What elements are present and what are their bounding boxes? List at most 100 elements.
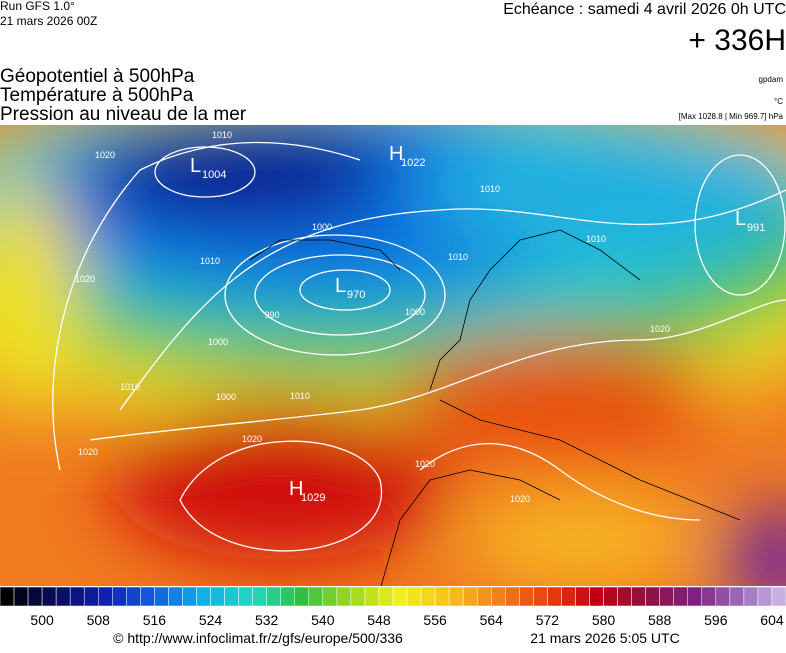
colorbar-cell bbox=[505, 586, 520, 607]
colorbar-tick-label: 524 bbox=[199, 612, 223, 628]
colorbar-cell bbox=[673, 586, 689, 607]
colorbar-cell bbox=[154, 586, 169, 607]
center-letter: H bbox=[289, 478, 303, 500]
colorbar-cell bbox=[210, 586, 225, 607]
colorbar-tick-label: 588 bbox=[648, 612, 672, 628]
colorbar-cell bbox=[434, 586, 450, 607]
colorbar-tick-label: 500 bbox=[30, 612, 54, 628]
center-value: 1022 bbox=[401, 157, 425, 169]
colorbar-cell bbox=[448, 586, 464, 607]
colorbar-cell bbox=[140, 586, 155, 607]
isobar-label: 1010 bbox=[290, 391, 310, 401]
colorbar-cell bbox=[715, 586, 731, 607]
echeance: Echéance : samedi 4 avril 2026 0h UTC bbox=[503, 1, 786, 18]
colorbar-cell bbox=[266, 586, 281, 607]
colorbar-cell bbox=[561, 586, 576, 607]
colorbar-tick-label: 596 bbox=[704, 612, 728, 628]
isobars bbox=[52, 141, 786, 552]
colorbar-cell bbox=[69, 586, 85, 607]
colorbar-cell bbox=[701, 586, 717, 607]
unit: gpdam bbox=[759, 75, 784, 84]
pressure-center: L 991 bbox=[735, 208, 765, 234]
pressure-range: [Max 1028.8 | Min 969.7] hPa bbox=[679, 112, 784, 121]
center-value: 991 bbox=[747, 222, 765, 234]
colorbar-tick-label: 532 bbox=[255, 612, 279, 628]
source: © http://www.infoclimat.fr/z/gfs/europe/… bbox=[113, 630, 403, 646]
colorbar-tick-label: 604 bbox=[760, 612, 784, 628]
isobar-label: 1000 bbox=[216, 392, 236, 402]
colorbar-cell bbox=[575, 586, 590, 607]
colorbar-cell bbox=[729, 586, 745, 607]
isobar-label: 1000 bbox=[208, 337, 228, 347]
colorbar-cell bbox=[462, 586, 478, 607]
center-letter: H bbox=[389, 143, 403, 165]
colorbar-cell bbox=[182, 586, 197, 607]
colorbar-tick-label: 548 bbox=[367, 612, 391, 628]
colorbar-cell bbox=[589, 586, 604, 607]
center-letter: L bbox=[335, 275, 346, 297]
colorbar-tick-label: 516 bbox=[143, 612, 167, 628]
isobar-label: 1000 bbox=[312, 222, 332, 232]
colorbar-cell bbox=[336, 586, 352, 607]
field-title: Pression au niveau de la mer bbox=[0, 104, 247, 125]
colorbar-tick-label: 572 bbox=[536, 612, 560, 628]
colorbar-cell bbox=[308, 586, 324, 607]
colorbar-cell bbox=[126, 586, 141, 607]
colorbar-cell bbox=[406, 586, 422, 607]
colorbar-cell bbox=[645, 586, 660, 607]
colorbar-cell bbox=[350, 586, 366, 607]
colorbar-cell bbox=[252, 586, 267, 607]
lead-time: + 336H bbox=[688, 24, 786, 57]
colorbar-cell bbox=[533, 586, 548, 607]
colorbar-cell bbox=[659, 586, 674, 607]
colorbar-cell bbox=[364, 586, 380, 607]
isobar-label: 1020 bbox=[78, 447, 98, 457]
isobar-label: 1020 bbox=[415, 459, 435, 469]
map bbox=[0, 125, 786, 586]
colorbar-cell bbox=[617, 586, 632, 607]
field-title: Géopotentiel à 500hPa bbox=[0, 66, 195, 87]
colorbar-cell bbox=[112, 586, 127, 607]
isobar-label: 1010 bbox=[480, 184, 500, 194]
colorbar-cell bbox=[743, 586, 759, 607]
run: Run GFS 1.0° bbox=[0, 0, 75, 13]
colorbar-cell bbox=[0, 586, 15, 607]
colorbar-tick-label: 580 bbox=[592, 612, 616, 628]
colorbar-cell bbox=[519, 586, 534, 607]
colorbar-cell bbox=[420, 586, 436, 607]
field-title: Température à 500hPa bbox=[0, 85, 194, 106]
isobar-label: 1010 bbox=[120, 382, 140, 392]
isobar-label: 1010 bbox=[212, 130, 232, 140]
colorbar-cell bbox=[98, 586, 113, 607]
colorbar-cell bbox=[771, 586, 786, 607]
colorbar-cell bbox=[603, 586, 618, 607]
colorbar-cell bbox=[392, 586, 408, 607]
isobar-label: 1010 bbox=[200, 256, 220, 266]
colorbar-tick-label: 540 bbox=[311, 612, 335, 628]
pressure-center: L 970 bbox=[335, 275, 365, 301]
colorbar-cell bbox=[83, 586, 99, 607]
colorbar-tick-label: 508 bbox=[87, 612, 111, 628]
colorbar-cell bbox=[631, 586, 646, 607]
colorbar-cell bbox=[547, 586, 562, 607]
colorbar-cell bbox=[687, 586, 703, 607]
colorbar-cell bbox=[757, 586, 773, 607]
colorbar-cell bbox=[27, 586, 43, 607]
isobar-label: 1010 bbox=[448, 252, 468, 262]
center-value: 1029 bbox=[301, 492, 325, 504]
colorbar-cell bbox=[224, 586, 239, 607]
colorbar-cell bbox=[196, 586, 211, 607]
unit: °C bbox=[774, 97, 783, 106]
colorbar: 500 508 516 524 532 540 548 556 564 572 580 588 596 6… bbox=[0, 586, 786, 628]
pressure-center: L 1004 bbox=[190, 155, 226, 181]
colorbar-cell bbox=[322, 586, 338, 607]
run-date: 21 mars 2026 00Z bbox=[0, 14, 97, 28]
colorbar-cell bbox=[294, 586, 310, 607]
center-letter: L bbox=[190, 155, 201, 177]
colorbar-cell bbox=[13, 586, 29, 607]
isobar-label: 1020 bbox=[95, 150, 115, 160]
